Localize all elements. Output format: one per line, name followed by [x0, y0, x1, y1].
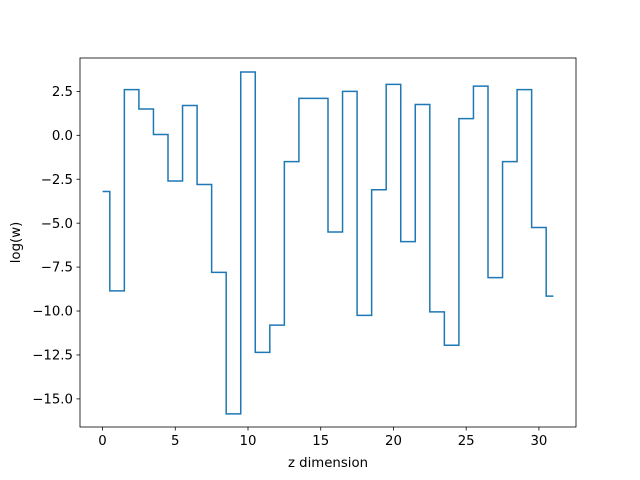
y-tick-label: 2.5 — [52, 85, 73, 100]
y-tick-label: 0.0 — [52, 129, 73, 144]
x-tick-label: 25 — [458, 434, 475, 449]
x-tick-label: 0 — [98, 434, 106, 449]
x-axis-label: z dimension — [288, 456, 368, 471]
series-line — [102, 71, 554, 415]
x-tick-label: 5 — [171, 434, 179, 449]
y-axis-label: log(w) — [9, 222, 24, 264]
y-tick-label: −15.0 — [32, 392, 73, 407]
y-tick-label: −10.0 — [32, 305, 73, 320]
axes-frame — [79, 57, 577, 428]
y-tick-label: −7.5 — [41, 261, 73, 276]
x-axis-ticks: 0 5 10 15 20 25 30 — [98, 427, 547, 449]
x-tick-label: 30 — [530, 434, 547, 449]
x-tick-label: 15 — [312, 434, 329, 449]
plot-area — [79, 57, 577, 428]
x-tick-label: 20 — [385, 434, 402, 449]
y-tick-label: −2.5 — [41, 173, 73, 188]
y-axis-ticks: 2.5 0.0 −2.5 −5.0 −7.5 −10.0 −12.5 −15.0 — [32, 85, 80, 407]
x-tick-label: 10 — [240, 434, 257, 449]
y-tick-label: −12.5 — [32, 349, 73, 364]
y-tick-label: −5.0 — [41, 217, 73, 232]
